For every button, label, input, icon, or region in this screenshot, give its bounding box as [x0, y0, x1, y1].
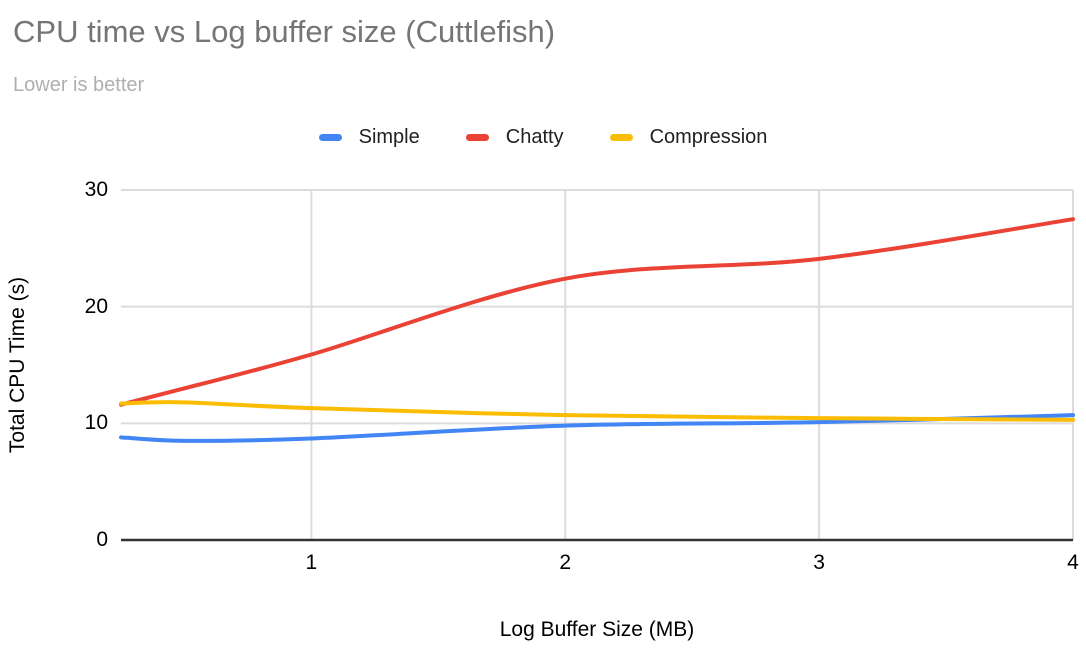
legend-label-compression: Compression [649, 126, 768, 148]
x-axis-title: Log Buffer Size (MB) [499, 618, 695, 641]
legend-label-chatty: Chatty [505, 126, 564, 148]
series-line-chatty [119, 217, 1075, 407]
legend-item-chatty: Chatty [465, 126, 564, 149]
simple-series-swatch-icon [318, 134, 342, 141]
x-tick-label-1: 1 [305, 551, 318, 574]
y-tick-label-30: 30 [84, 178, 108, 201]
legend: Simple Chatty Compression [0, 126, 1086, 149]
y-tick-label-0: 0 [96, 528, 108, 551]
legend-item-simple: Simple [318, 126, 420, 149]
y-tick-label-20: 20 [84, 294, 108, 318]
chatty-series-swatch-icon [465, 134, 489, 141]
series-line-compression [119, 400, 1075, 422]
y-tick-label-10: 10 [84, 411, 108, 435]
compression-series-swatch-icon [609, 134, 633, 141]
chart-subtitle: Lower is better [13, 74, 145, 96]
chart-title: CPU time vs Log buffer size (Cuttlefish) [13, 14, 556, 49]
legend-item-compression: Compression [609, 126, 768, 149]
x-tick-label-3: 3 [813, 551, 825, 574]
x-tick-label-4: 4 [1067, 551, 1079, 574]
x-tick-label-2: 2 [559, 551, 572, 574]
legend-label-simple: Simple [358, 126, 420, 148]
